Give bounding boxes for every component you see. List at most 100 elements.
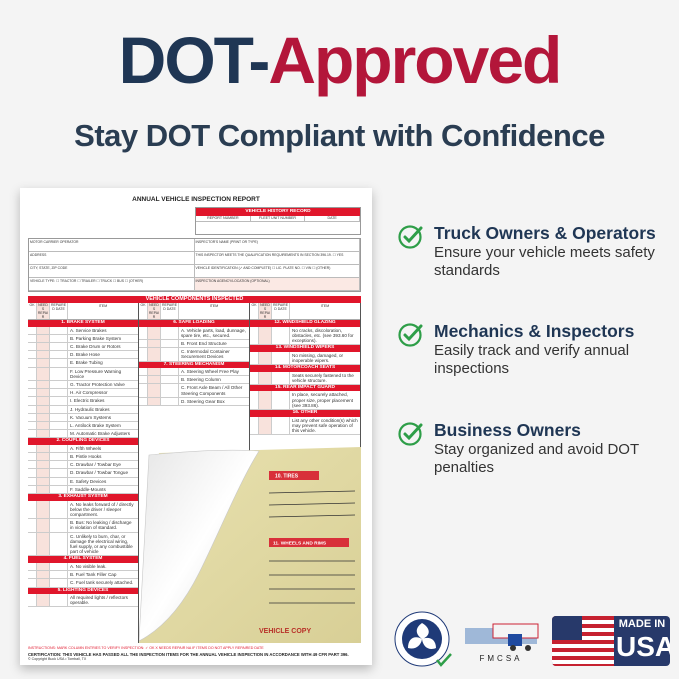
checkbox-cell[interactable]: [272, 351, 290, 365]
checkbox-cell[interactable]: [50, 469, 68, 477]
checkbox-cell[interactable]: [148, 368, 161, 376]
checkbox-cell[interactable]: [50, 342, 68, 351]
checkbox-cell[interactable]: [37, 485, 50, 494]
checkbox-cell[interactable]: [148, 376, 161, 384]
checkbox-cell[interactable]: [37, 334, 50, 342]
checkbox-cell[interactable]: [37, 594, 50, 607]
checkbox-cell[interactable]: [37, 444, 50, 453]
checkbox-cell[interactable]: [148, 339, 161, 348]
checkbox-cell[interactable]: [50, 519, 68, 532]
checkbox-cell[interactable]: [28, 579, 37, 587]
checkbox-cell[interactable]: [250, 351, 259, 365]
checkbox-cell[interactable]: [37, 562, 50, 571]
checkbox-cell[interactable]: [28, 413, 37, 421]
checkbox-cell[interactable]: [139, 376, 148, 384]
checkbox-cell[interactable]: [259, 371, 272, 384]
checkbox-cell[interactable]: [28, 326, 37, 334]
checkbox-cell[interactable]: [50, 477, 68, 485]
checkbox-cell[interactable]: [28, 485, 37, 494]
checkbox-cell[interactable]: [37, 380, 50, 389]
checkbox-cell[interactable]: [272, 416, 290, 435]
checkbox-cell[interactable]: [37, 413, 50, 421]
checkbox-cell[interactable]: [50, 367, 68, 380]
checkbox-cell[interactable]: [28, 342, 37, 351]
checkbox-cell[interactable]: [50, 500, 68, 519]
checkbox-cell[interactable]: [28, 562, 37, 571]
checkbox-cell[interactable]: [50, 461, 68, 469]
checkbox-cell[interactable]: [148, 397, 161, 406]
checkbox-cell[interactable]: [28, 500, 37, 519]
checkbox-cell[interactable]: [28, 532, 37, 556]
checkbox-cell[interactable]: [50, 413, 68, 421]
checkbox-cell[interactable]: [37, 453, 50, 461]
checkbox-cell[interactable]: [148, 384, 161, 397]
checkbox-cell[interactable]: [28, 594, 37, 607]
checkbox-cell[interactable]: [148, 348, 161, 361]
checkbox-cell[interactable]: [37, 389, 50, 397]
checkbox-cell[interactable]: [250, 326, 259, 345]
checkbox-cell[interactable]: [250, 416, 259, 435]
checkbox-cell[interactable]: [50, 421, 68, 430]
checkbox-cell[interactable]: [161, 384, 179, 397]
checkbox-cell[interactable]: [50, 571, 68, 579]
checkbox-cell[interactable]: [259, 391, 272, 410]
checkbox-cell[interactable]: [161, 339, 179, 348]
checkbox-cell[interactable]: [139, 368, 148, 376]
checkbox-cell[interactable]: [37, 397, 50, 405]
checkbox-cell[interactable]: [161, 368, 179, 376]
checkbox-cell[interactable]: [50, 397, 68, 405]
checkbox-cell[interactable]: [139, 326, 148, 339]
checkbox-cell[interactable]: [50, 430, 68, 438]
checkbox-cell[interactable]: [37, 421, 50, 430]
checkbox-cell[interactable]: [28, 389, 37, 397]
checkbox-cell[interactable]: [50, 444, 68, 453]
checkbox-cell[interactable]: [50, 562, 68, 571]
checkbox-cell[interactable]: [37, 342, 50, 351]
checkbox-cell[interactable]: [28, 405, 37, 413]
checkbox-cell[interactable]: [37, 367, 50, 380]
checkbox-cell[interactable]: [37, 571, 50, 579]
checkbox-cell[interactable]: [37, 326, 50, 334]
checkbox-cell[interactable]: [272, 391, 290, 410]
checkbox-cell[interactable]: [37, 579, 50, 587]
checkbox-cell[interactable]: [28, 477, 37, 485]
checkbox-cell[interactable]: [50, 389, 68, 397]
checkbox-cell[interactable]: [50, 532, 68, 556]
checkbox-cell[interactable]: [37, 359, 50, 367]
checkbox-cell[interactable]: [250, 391, 259, 410]
checkbox-cell[interactable]: [28, 367, 37, 380]
checkbox-cell[interactable]: [28, 351, 37, 359]
checkbox-cell[interactable]: [28, 430, 37, 438]
checkbox-cell[interactable]: [28, 469, 37, 477]
checkbox-cell[interactable]: [139, 339, 148, 348]
checkbox-cell[interactable]: [50, 405, 68, 413]
checkbox-cell[interactable]: [272, 371, 290, 384]
checkbox-cell[interactable]: [50, 453, 68, 461]
checkbox-cell[interactable]: [50, 380, 68, 389]
checkbox-cell[interactable]: [28, 461, 37, 469]
checkbox-cell[interactable]: [139, 384, 148, 397]
checkbox-cell[interactable]: [161, 376, 179, 384]
checkbox-cell[interactable]: [37, 532, 50, 556]
checkbox-cell[interactable]: [37, 469, 50, 477]
checkbox-cell[interactable]: [28, 380, 37, 389]
checkbox-cell[interactable]: [259, 416, 272, 435]
checkbox-cell[interactable]: [272, 326, 290, 345]
checkbox-cell[interactable]: [161, 348, 179, 361]
checkbox-cell[interactable]: [139, 397, 148, 406]
checkbox-cell[interactable]: [250, 371, 259, 384]
checkbox-cell[interactable]: [28, 453, 37, 461]
checkbox-cell[interactable]: [50, 594, 68, 607]
checkbox-cell[interactable]: [259, 351, 272, 365]
checkbox-cell[interactable]: [50, 351, 68, 359]
checkbox-cell[interactable]: [37, 477, 50, 485]
checkbox-cell[interactable]: [37, 405, 50, 413]
checkbox-cell[interactable]: [139, 348, 148, 361]
checkbox-cell[interactable]: [161, 397, 179, 406]
checkbox-cell[interactable]: [28, 397, 37, 405]
checkbox-cell[interactable]: [37, 351, 50, 359]
checkbox-cell[interactable]: [28, 421, 37, 430]
checkbox-cell[interactable]: [37, 430, 50, 438]
checkbox-cell[interactable]: [28, 571, 37, 579]
checkbox-cell[interactable]: [37, 519, 50, 532]
